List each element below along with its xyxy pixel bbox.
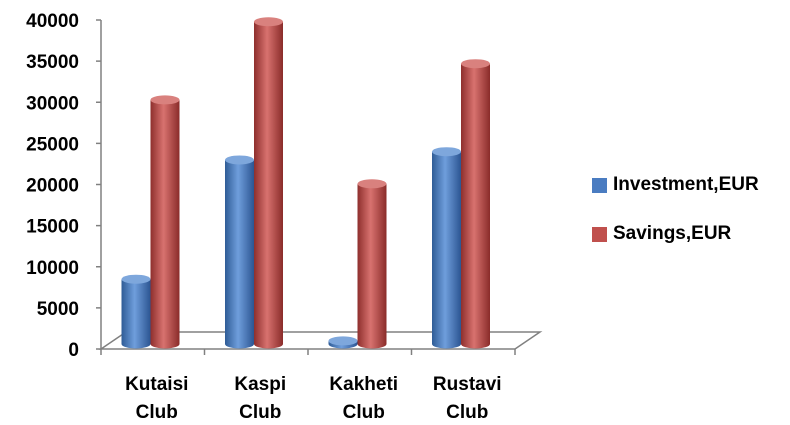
y-tick-label: 20000 <box>26 176 79 197</box>
legend-item-investment: Investment,EUR <box>592 173 759 197</box>
bar-top <box>150 95 180 105</box>
bar <box>150 95 180 349</box>
bar <box>432 147 461 349</box>
legend-item-savings: Savings,EUR <box>592 222 759 246</box>
bar <box>357 179 387 349</box>
legend-label-savings: Savings,EUR <box>613 223 732 244</box>
bar-body <box>225 159 254 349</box>
legend-swatch-investment <box>592 177 607 193</box>
bar <box>461 59 490 349</box>
x-tick-label-line: Kaspi <box>234 374 286 395</box>
y-tick-label: 35000 <box>26 52 79 73</box>
legend: Investment,EUR Savings,EUR <box>592 173 759 271</box>
x-tick-label-line: Club <box>446 402 488 423</box>
x-tick-label-line: Club <box>343 402 385 423</box>
bar-body <box>254 21 283 349</box>
legend-label-investment: Investment,EUR <box>613 174 759 195</box>
bar <box>254 17 283 349</box>
x-tick-label-line: Rustavi <box>433 374 502 395</box>
bar-top <box>432 147 461 157</box>
bar <box>121 274 151 349</box>
bar-body <box>461 63 490 349</box>
x-tick-label: Rustavi Club <box>433 374 502 423</box>
bar-body <box>121 279 151 349</box>
y-tick-label: 5000 <box>37 299 79 320</box>
y-tick-label: 40000 <box>26 11 79 32</box>
x-tick-label: Kaspi Club <box>234 374 286 423</box>
x-tick-label: Kakheti Club <box>329 374 398 423</box>
x-tick-label: Kutaisi Club <box>125 374 188 423</box>
bar-body <box>150 99 180 349</box>
bar <box>225 155 254 349</box>
bar-top <box>357 179 387 189</box>
bar <box>328 336 358 349</box>
y-tick-label: 30000 <box>26 93 79 114</box>
y-tick-label: 10000 <box>26 258 79 279</box>
y-tick-label: 25000 <box>26 134 79 155</box>
bar-top <box>254 17 283 27</box>
bar-body <box>432 151 461 349</box>
chart-floor <box>98 331 543 350</box>
legend-swatch-savings <box>592 226 607 242</box>
x-tick-label-line: Kutaisi <box>125 374 188 395</box>
bar-body <box>357 183 387 349</box>
bar-top <box>225 155 254 165</box>
x-tick-label-line: Club <box>136 402 178 423</box>
bar-top <box>461 59 490 69</box>
x-tick-label-line: Club <box>239 402 281 423</box>
bar-top <box>121 274 151 284</box>
x-tick-label-line: Kakheti <box>329 374 398 395</box>
y-tick-label: 0 <box>68 340 79 361</box>
bar-top <box>328 336 358 346</box>
y-tick-label: 15000 <box>26 217 79 238</box>
